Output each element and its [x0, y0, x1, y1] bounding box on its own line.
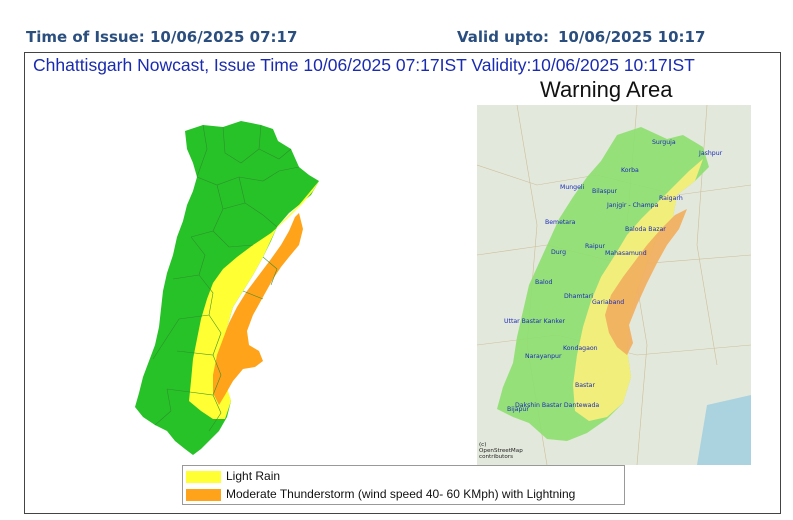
district-label: Mahasamund: [605, 250, 647, 257]
map-attribution: (c) OpenStreetMap contributors: [479, 442, 523, 460]
district-label: Bijapur: [507, 406, 529, 413]
time-of-issue: Time of Issue: 10/06/2025 07:17: [26, 28, 298, 46]
district-label: Gariaband: [592, 299, 625, 306]
nowcast-frame: Chhattisgarh Nowcast, Issue Time 10/06/2…: [24, 52, 781, 514]
legend-label: Light Rain: [226, 469, 281, 483]
district-label: Baloda Bazar: [625, 226, 666, 233]
district-label: Raigarh: [659, 195, 683, 202]
district-label: Balod: [535, 279, 553, 286]
reference-base-map-svg: [477, 105, 751, 465]
district-label: Bilaspur: [592, 188, 618, 195]
reference-light-rain-zone: [573, 159, 703, 421]
legend-swatch: [186, 489, 221, 501]
district-label: Raipur: [585, 243, 606, 250]
reference-base-map: Surguja Jashpur Korba Mungeli Bilaspur R…: [477, 105, 751, 465]
district-label: Surguja: [652, 139, 676, 146]
sea-area: [697, 395, 751, 465]
legend-swatch: [186, 471, 221, 483]
district-label: Mungeli: [560, 184, 585, 191]
attribution-line: (c): [479, 442, 487, 448]
legend: Light Rain Moderate Thunderstorm (wind s…: [182, 465, 625, 505]
warning-area-title: Warning Area: [540, 77, 673, 102]
issue-header: Time of Issue: 10/06/2025 07:17 Valid up…: [0, 24, 793, 50]
reference-moderate-thunderstorm-zone: [605, 209, 687, 355]
district-label: Jashpur: [699, 150, 723, 157]
bulletin-title: Chhattisgarh Nowcast, Issue Time 10/06/2…: [33, 55, 695, 75]
district-label: Dhamtari: [564, 293, 593, 300]
state-warning-map: [113, 119, 333, 464]
attribution-line: OpenStreetMap: [479, 448, 523, 454]
district-boundaries: [152, 124, 300, 432]
district-label: Narayanpur: [525, 353, 562, 360]
district-label: Kondagaon: [563, 345, 598, 352]
state-warning-map-svg: [135, 121, 319, 455]
attribution-line: contributors: [479, 454, 514, 460]
district-label: Korba: [621, 167, 639, 174]
district-label: Bemetara: [545, 219, 576, 226]
district-label: Janjgir - Champa: [607, 202, 659, 209]
valid-upto-label: Valid upto:: [457, 28, 550, 46]
valid-upto-value: 10/06/2025 10:17: [558, 28, 706, 46]
district-label: Durg: [551, 249, 567, 256]
district-label: Bastar: [575, 382, 596, 389]
legend-label: Moderate Thunderstorm (wind speed 40- 60…: [226, 487, 576, 501]
district-label: Uttar Bastar Kanker: [504, 318, 566, 325]
district-label: Dakshin Bastar Dantewada: [515, 402, 600, 409]
moderate-thunderstorm-zone: [213, 213, 303, 405]
